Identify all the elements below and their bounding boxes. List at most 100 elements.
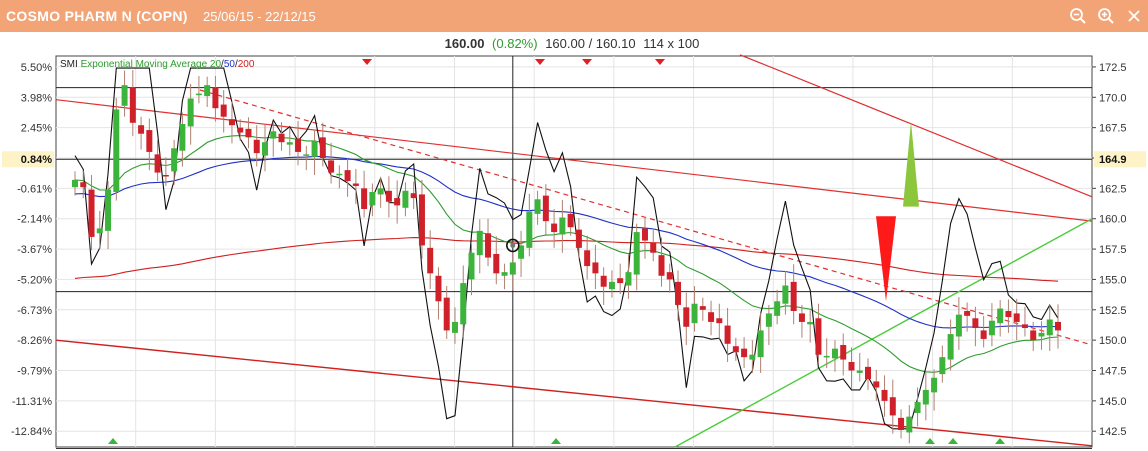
candle — [997, 300, 1004, 337]
candle-body-down — [567, 213, 574, 228]
candle — [716, 303, 723, 339]
candle-body-up — [782, 285, 789, 304]
candle-body-down — [798, 313, 805, 322]
candle-body-down — [228, 119, 235, 126]
candle-body-down — [88, 189, 95, 237]
candle — [303, 145, 310, 171]
candle-body-up — [113, 109, 120, 192]
candle — [1021, 306, 1028, 337]
candle — [873, 369, 880, 401]
candle-body-down — [493, 253, 500, 274]
candle-body-down — [708, 312, 715, 322]
up-arrow-marker — [108, 438, 118, 444]
zoom-out-icon[interactable] — [1064, 5, 1092, 27]
candle-body-down — [410, 193, 417, 199]
down-arrow-marker — [535, 59, 545, 65]
right-tick-label: 152.5 — [1099, 305, 1127, 317]
candle — [319, 122, 326, 167]
candle — [1030, 321, 1037, 352]
candle — [1055, 304, 1061, 349]
zoom-in-icon[interactable] — [1092, 5, 1120, 27]
candle — [311, 129, 318, 175]
trendline-top — [739, 54, 1093, 198]
legend-sep-1: / — [221, 59, 224, 70]
candle — [749, 340, 756, 373]
candle-body-down — [732, 346, 739, 353]
candle-body-up — [311, 141, 318, 157]
candle — [476, 219, 483, 274]
candle — [666, 263, 673, 293]
candle-body-up — [369, 192, 376, 206]
candle-body-down — [980, 330, 987, 339]
candle-body-down — [361, 188, 368, 209]
candle — [451, 307, 458, 344]
candle-body-up — [451, 321, 458, 333]
candle — [584, 235, 591, 280]
candle-body-down — [237, 127, 244, 133]
candle-body-down — [328, 160, 335, 173]
candle-body-down — [129, 87, 136, 123]
candle-body-up — [774, 301, 781, 316]
right-tick-label: 142.5 — [1099, 426, 1127, 438]
candle — [113, 97, 120, 201]
candle-body-down — [815, 318, 822, 355]
candle — [518, 230, 525, 277]
candle — [344, 158, 351, 197]
candle-body-up — [187, 98, 194, 127]
ema20-line — [74, 135, 1059, 373]
right-tick-label: 157.5 — [1099, 244, 1127, 256]
candle — [171, 139, 178, 185]
right-tick-label: 145.0 — [1099, 396, 1127, 408]
candle-body-down — [212, 87, 219, 109]
candle-body-up — [402, 190, 409, 208]
candle — [187, 83, 194, 145]
candle — [600, 267, 607, 305]
candle — [774, 289, 781, 325]
candle — [1046, 304, 1053, 352]
close-icon[interactable] — [1120, 5, 1148, 27]
candle — [427, 230, 434, 290]
candle — [228, 101, 235, 144]
candle-body-up — [179, 124, 186, 151]
candle — [1013, 298, 1020, 341]
candle-body-down — [220, 104, 227, 117]
candle-body-down — [898, 417, 905, 430]
candle-body-up — [988, 320, 995, 336]
candle — [675, 270, 682, 321]
candle-body-down — [253, 139, 260, 154]
candle-body-up — [559, 217, 566, 235]
plot-area — [55, 55, 1093, 448]
candle-body-up — [336, 173, 343, 176]
candle — [121, 70, 128, 117]
candle-body-down — [584, 250, 591, 267]
candle — [526, 193, 533, 257]
candle — [138, 116, 145, 150]
candle — [534, 190, 541, 225]
candle — [939, 345, 946, 383]
candle — [848, 347, 855, 389]
right-tick-label: 147.5 — [1099, 366, 1127, 378]
candle-body-up — [939, 357, 946, 375]
candle — [922, 372, 929, 421]
left-tick-label: -5.20% — [17, 274, 52, 286]
candle-body-up — [625, 272, 632, 286]
candle-body-down — [881, 389, 888, 401]
candle — [377, 176, 384, 208]
price-chart[interactable]: 172.55.50%170.03.98%167.52.45%165.00.84%… — [0, 54, 1148, 451]
candle — [179, 112, 186, 167]
candle — [732, 337, 739, 361]
candle — [369, 183, 376, 217]
candle-body-up — [807, 321, 814, 325]
candle — [501, 263, 508, 290]
candle-body-down — [344, 170, 351, 182]
candle — [757, 312, 764, 373]
candle-body-up — [460, 283, 467, 325]
candle-body-down — [295, 138, 302, 152]
candle — [204, 76, 211, 107]
candle — [592, 244, 599, 290]
candle-body-down — [1013, 313, 1020, 322]
candle-body-up — [72, 179, 78, 188]
right-highlight-box — [1094, 151, 1146, 168]
candle-body-down — [443, 297, 450, 331]
candle — [154, 139, 161, 182]
